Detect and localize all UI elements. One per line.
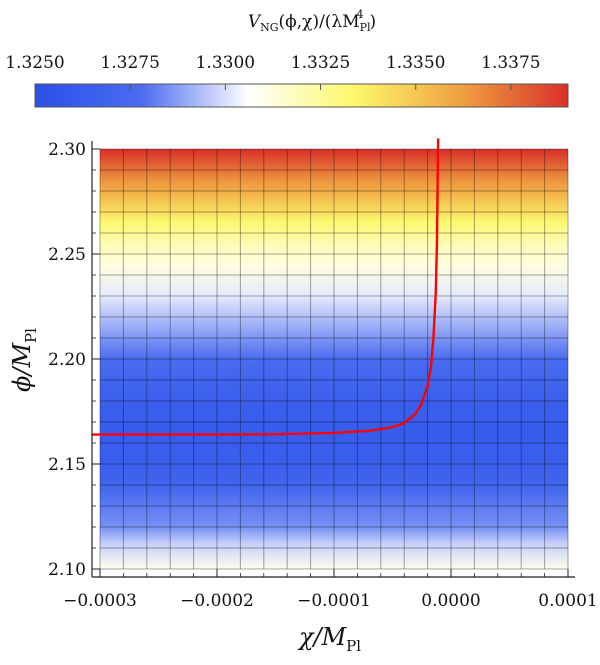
x-tick-label: −0.0003: [63, 591, 137, 611]
series-line: [92, 138, 440, 436]
y-tick-label: 2.25: [48, 245, 86, 265]
y-axis-ticks: 2.10 2.15 2.20 2.25 2.30: [48, 140, 100, 580]
x-tick-label: −0.0001: [297, 591, 371, 611]
x-axis-label: χ/MPl: [297, 623, 361, 655]
colorbar-tick-label: 1.3275: [100, 53, 159, 73]
colorbar-tick-label: 1.3350: [386, 53, 445, 73]
x-tick-label: 0.0001: [538, 591, 597, 611]
y-tick-label: 2.20: [48, 350, 86, 370]
colorbar-tick-label: 1.3250: [5, 53, 64, 73]
colorbar-tick-labels: 1.3250 1.3275 1.3300 1.3325 1.3350 1.3375: [5, 53, 540, 73]
y-tick-label: 2.15: [48, 455, 86, 475]
heatmap: [100, 149, 568, 569]
colorbar: [34, 83, 569, 108]
colorbar-tick-marks: [34, 84, 512, 90]
colorbar-tick-label: 1.3375: [481, 53, 540, 73]
colorbar-label: VNG(ϕ,χ)/(λMPl4): [248, 8, 376, 34]
x-tick-label: 0.0000: [421, 591, 480, 611]
x-tick-label: −0.0002: [180, 591, 254, 611]
y-tick-label: 2.10: [48, 560, 86, 580]
y-tick-label: 2.30: [48, 140, 86, 160]
colorbar-tick-label: 1.3300: [196, 53, 255, 73]
x-axis-ticks: −0.0003 −0.0002 −0.0001 0.0000 0.0001: [63, 569, 598, 611]
y-axis-label: ϕ/MPl: [8, 328, 40, 392]
colorbar-tick-label: 1.3325: [291, 53, 350, 73]
grid: [99, 148, 569, 570]
